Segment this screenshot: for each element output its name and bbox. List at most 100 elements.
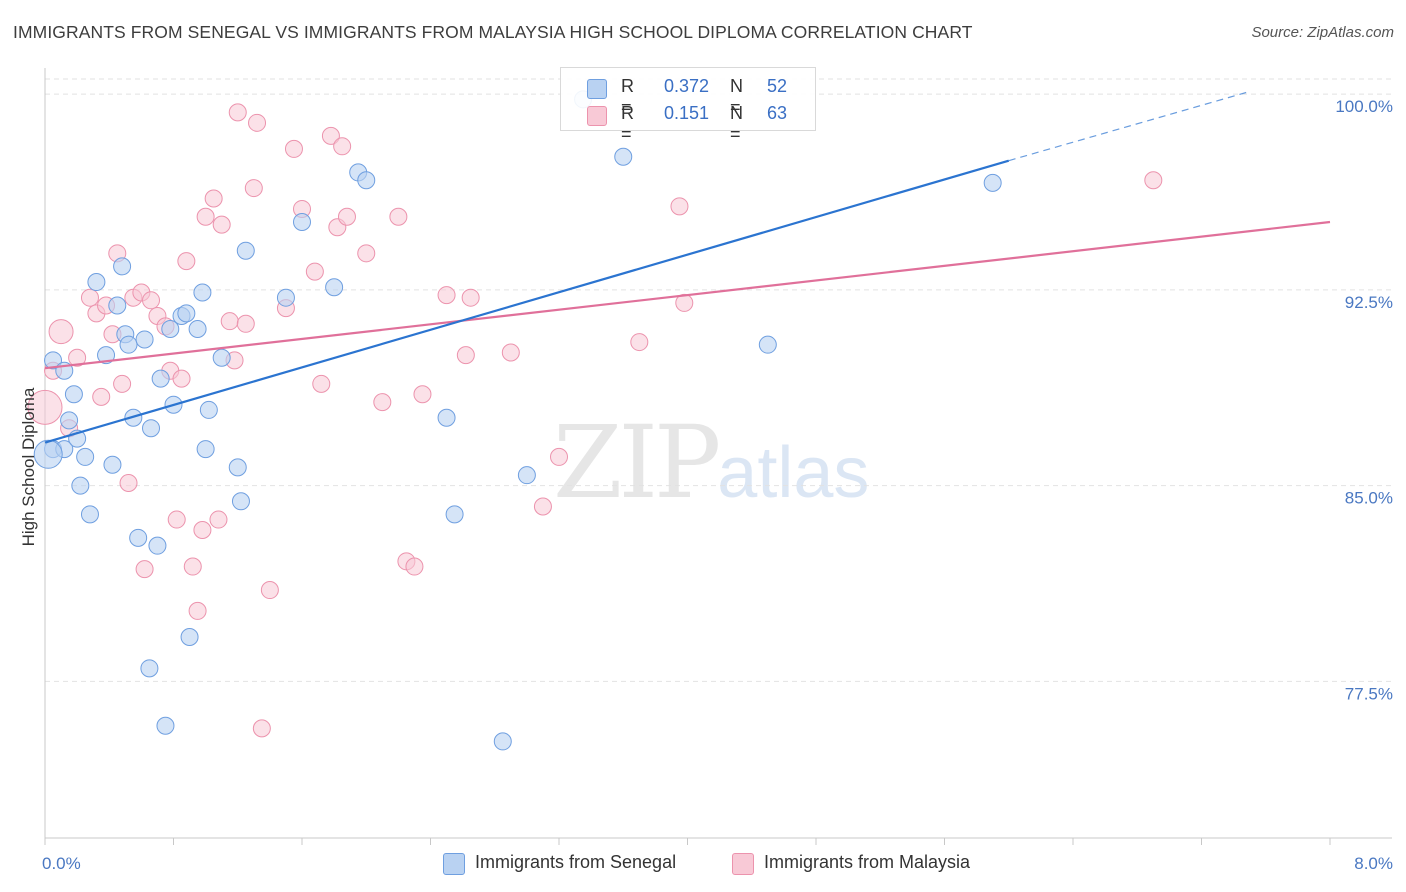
legend-label: Immigrants from Malaysia bbox=[764, 852, 971, 872]
r-label: R = bbox=[621, 76, 634, 117]
senegal-point bbox=[44, 351, 63, 370]
senegal-point bbox=[445, 505, 464, 524]
r-label: R = bbox=[621, 103, 634, 144]
senegal-swatch bbox=[587, 79, 607, 99]
malaysia-point bbox=[260, 581, 279, 600]
senegal-points bbox=[33, 90, 1002, 751]
malaysia-trend-line bbox=[44, 220, 1331, 370]
senegal-point bbox=[119, 335, 138, 354]
senegal-trend-line bbox=[44, 159, 1010, 444]
malaysia-point bbox=[196, 207, 215, 226]
malaysia-point bbox=[630, 333, 649, 352]
senegal-point bbox=[103, 455, 122, 474]
malaysia-point bbox=[413, 385, 432, 404]
malaysia-point bbox=[284, 139, 303, 158]
watermark-atlas: atlas bbox=[717, 433, 870, 513]
malaysia-point bbox=[188, 601, 207, 620]
malaysia-point bbox=[321, 126, 340, 145]
senegal-point bbox=[33, 439, 63, 469]
r-value: 0.151 bbox=[664, 103, 710, 123]
senegal-point bbox=[276, 288, 295, 307]
malaysia-point bbox=[501, 343, 520, 362]
malaysia-point bbox=[461, 288, 480, 307]
malaysia-swatch bbox=[587, 106, 607, 126]
senegal-point bbox=[517, 466, 536, 485]
malaysia-point bbox=[228, 103, 247, 122]
senegal-point bbox=[293, 213, 311, 231]
malaysia-point bbox=[533, 497, 552, 516]
malaysia-point bbox=[220, 312, 239, 331]
malaysia-point bbox=[142, 291, 161, 310]
malaysia-point bbox=[135, 560, 154, 579]
senegal-swatch bbox=[443, 853, 465, 875]
senegal-point bbox=[199, 400, 218, 419]
malaysia-point bbox=[236, 314, 255, 333]
senegal-point bbox=[231, 492, 250, 511]
senegal-point bbox=[357, 171, 376, 190]
senegal-point bbox=[129, 528, 148, 547]
senegal-trend-extension bbox=[1008, 90, 1250, 162]
senegal-point bbox=[64, 385, 83, 404]
malaysia-point bbox=[337, 207, 356, 226]
watermark: ZIPatlas bbox=[553, 404, 869, 521]
senegal-point bbox=[108, 296, 127, 315]
senegal-point bbox=[212, 348, 231, 367]
senegal-point bbox=[97, 346, 116, 365]
y-tick-label: 85.0% bbox=[1345, 489, 1393, 508]
malaysia-point bbox=[119, 474, 138, 493]
y-tick-label: 77.5% bbox=[1345, 684, 1393, 703]
malaysia-points bbox=[27, 103, 1163, 738]
malaysia-point bbox=[405, 557, 424, 576]
senegal-point bbox=[156, 716, 175, 735]
senegal-point bbox=[758, 335, 777, 354]
senegal-point bbox=[142, 419, 161, 438]
senegal-point bbox=[193, 283, 212, 302]
senegal-point bbox=[161, 320, 180, 339]
malaysia-point bbox=[437, 286, 456, 305]
malaysia-point bbox=[357, 244, 376, 263]
chart-title: IMMIGRANTS FROM SENEGAL VS IMMIGRANTS FR… bbox=[13, 22, 973, 42]
trend-lines bbox=[44, 90, 1331, 444]
senegal-point bbox=[87, 273, 106, 292]
malaysia-point bbox=[193, 521, 212, 539]
senegal-point bbox=[437, 408, 456, 427]
malaysia-point bbox=[373, 393, 392, 412]
tick-labels: 77.5% 85.0% 92.5% 100.0% 0.0% 8.0% High School… bbox=[19, 97, 1393, 873]
senegal-point bbox=[113, 257, 132, 276]
senegal-point bbox=[493, 732, 512, 751]
senegal-point bbox=[71, 476, 90, 495]
x-tick-label: 8.0% bbox=[1354, 854, 1393, 873]
senegal-point bbox=[76, 447, 95, 466]
n-label: N = bbox=[730, 76, 743, 117]
senegal-point bbox=[188, 320, 207, 339]
malaysia-point bbox=[333, 137, 352, 156]
y-tick-label: 92.5% bbox=[1345, 293, 1393, 312]
n-value: 52 bbox=[767, 76, 788, 96]
malaysia-point bbox=[252, 719, 271, 738]
senegal-point bbox=[135, 330, 154, 349]
senegal-point bbox=[151, 369, 170, 388]
senegal-point bbox=[236, 241, 255, 260]
malaysia-point bbox=[113, 374, 132, 393]
malaysia-point bbox=[167, 510, 186, 529]
malaysia-point bbox=[204, 189, 223, 208]
senegal-point bbox=[983, 173, 1002, 192]
n-label: N = bbox=[730, 103, 743, 144]
malaysia-point bbox=[1144, 171, 1163, 190]
x-tick-label: 0.0% bbox=[42, 854, 81, 873]
malaysia-point bbox=[68, 348, 87, 367]
y-axis-title: High School Diploma bbox=[19, 387, 38, 546]
grid-lines bbox=[45, 78, 1392, 682]
senegal-point bbox=[196, 440, 215, 459]
malaysia-point bbox=[183, 557, 202, 576]
malaysia-point bbox=[48, 319, 74, 345]
malaysia-point bbox=[389, 207, 408, 226]
malaysia-point bbox=[312, 374, 331, 393]
senegal-point bbox=[228, 458, 247, 477]
watermark-zip: ZIP bbox=[553, 404, 721, 521]
source-label: Source: ZipAtlas.com bbox=[1251, 24, 1394, 41]
senegal-point bbox=[177, 304, 196, 323]
y-tick-label: 100.0% bbox=[1335, 97, 1393, 116]
senegal-point bbox=[180, 628, 199, 647]
